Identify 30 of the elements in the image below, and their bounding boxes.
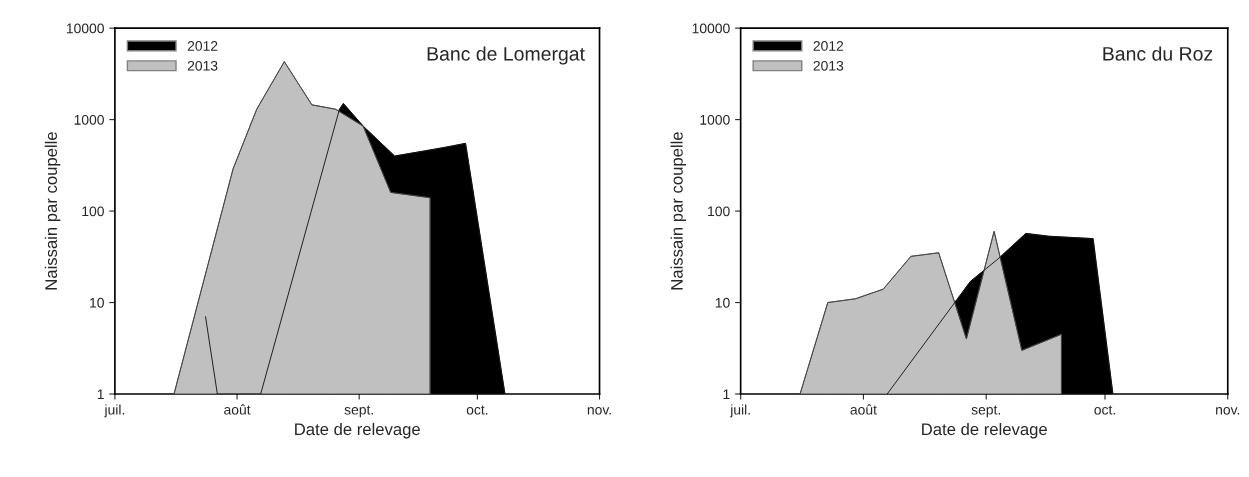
- legend-label: 2013: [187, 60, 218, 71]
- y-tick-label: 1: [723, 389, 730, 400]
- y-tick-label: 100: [82, 206, 104, 217]
- y-tick-label: 10: [90, 297, 104, 308]
- y-axis-title: Naissain par coupelle: [670, 132, 687, 290]
- y-axis-title: Naissain par coupelle: [44, 132, 61, 290]
- y-tick-label: 1: [97, 389, 104, 400]
- x-tick-label: nov.: [587, 407, 611, 415]
- x-tick-label: juil.: [104, 404, 125, 418]
- x-axis-title: Date de relevage: [295, 422, 420, 439]
- x-tick-label: sept.: [344, 405, 373, 418]
- y-tick-label: 10000: [692, 23, 730, 34]
- y-tick-label: 10: [715, 297, 730, 308]
- x-tick-label: oct.: [466, 405, 488, 415]
- y-tick-label: 1000: [74, 114, 104, 125]
- legend-label: 2012: [187, 41, 218, 51]
- text: Banc du Roz: [1103, 46, 1213, 61]
- y-tick-label: 1000: [700, 114, 730, 125]
- x-tick-label: août: [224, 404, 251, 415]
- y-tick-label: 10000: [66, 23, 104, 34]
- x-tick-label: oct.: [1094, 405, 1115, 415]
- x-tick-label: sept.: [971, 405, 1000, 418]
- x-tick-label: juil.: [729, 404, 750, 418]
- x-tick-label: nov.: [1216, 407, 1240, 415]
- x-axis-title: Date de relevage: [922, 422, 1047, 439]
- text: Banc de Lomergat: [427, 46, 585, 65]
- y-tick-label: 100: [708, 206, 730, 217]
- x-tick-label: août: [850, 404, 877, 415]
- legend-label: 2013: [813, 60, 844, 71]
- legend-label: 2012: [813, 41, 844, 51]
